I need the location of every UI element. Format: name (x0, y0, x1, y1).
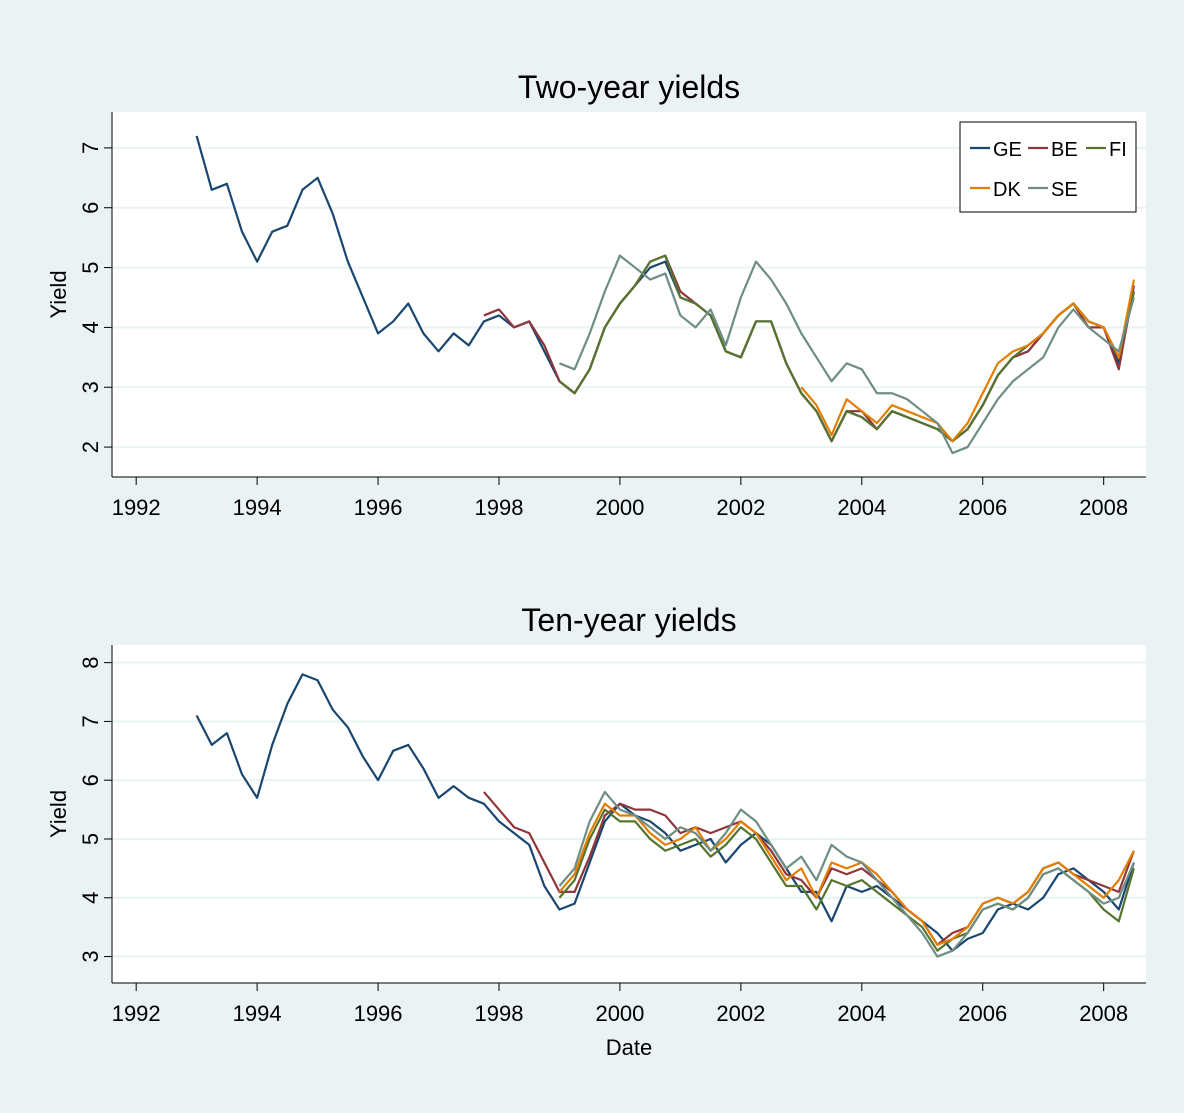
y-tick-label: 8 (78, 657, 103, 669)
x-tick-label: 2008 (1079, 495, 1128, 520)
series-line (559, 254, 1135, 455)
x-tick-label: 2008 (1079, 1001, 1128, 1026)
x-tick-label: 2002 (716, 495, 765, 520)
x-tick-label: 2004 (837, 1001, 886, 1026)
x-axis-label: Date (606, 1035, 652, 1060)
x-tick-label: 1998 (475, 1001, 524, 1026)
y-axis-label: Yield (46, 270, 71, 318)
y-tick-label: 3 (78, 950, 103, 962)
chart-title: Ten-year yields (521, 602, 736, 638)
x-tick-label: 1994 (233, 1001, 282, 1026)
x-tick-label: 1996 (354, 495, 403, 520)
x-tick-label: 1992 (112, 495, 161, 520)
x-tick-label: 1994 (233, 495, 282, 520)
series-line (558, 802, 1135, 946)
x-tick-label: 1998 (475, 495, 524, 520)
series-line (558, 790, 1135, 958)
x-tick-label: 1992 (112, 1001, 161, 1026)
x-tick-label: 2004 (837, 495, 886, 520)
x-tick-label: 2006 (958, 495, 1007, 520)
x-tick-label: 2006 (958, 1001, 1007, 1026)
y-tick-label: 6 (78, 774, 103, 786)
y-tick-label: 3 (78, 381, 103, 393)
legend-box (959, 121, 1137, 213)
legend-label: SE (1051, 179, 1078, 201)
x-tick-label: 2002 (716, 1001, 765, 1026)
y-tick-label: 5 (78, 261, 103, 273)
y-axis-label: Yield (46, 790, 71, 838)
chart-title: Two-year yields (518, 69, 740, 105)
legend-label: DK (993, 179, 1021, 201)
y-tick-label: 4 (78, 892, 103, 904)
y-tick-label: 6 (78, 202, 103, 214)
y-tick-label: 5 (78, 833, 103, 845)
y-tick-label: 7 (78, 142, 103, 154)
x-tick-label: 1996 (354, 1001, 403, 1026)
legend-label: FI (1109, 139, 1127, 161)
x-tick-label: 2000 (595, 495, 644, 520)
y-tick-label: 7 (78, 715, 103, 727)
x-tick-label: 2000 (595, 1001, 644, 1026)
y-tick-label: 4 (78, 321, 103, 333)
series-line (800, 279, 1135, 443)
legend-label: BE (1051, 139, 1078, 161)
series-line (195, 673, 1135, 952)
y-tick-label: 2 (78, 441, 103, 453)
legend-label: GE (993, 139, 1022, 161)
